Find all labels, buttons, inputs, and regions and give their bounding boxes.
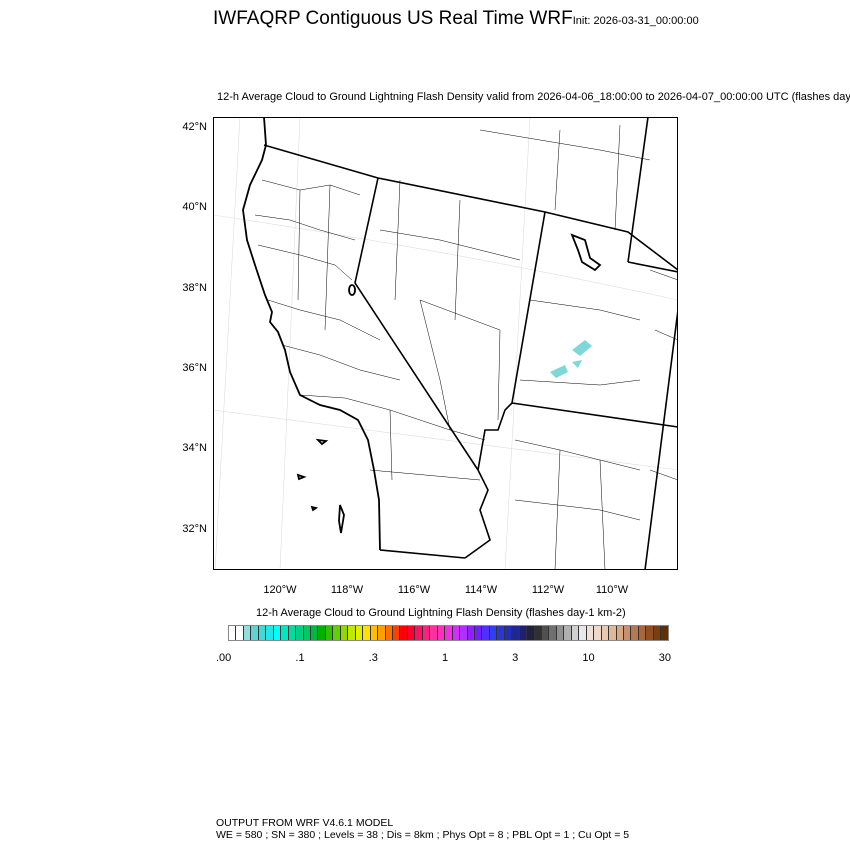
colorbar-swatch (497, 626, 505, 640)
graticule (213, 117, 678, 570)
colorbar-label: .3 (368, 652, 378, 664)
colorbar-label: 30 (658, 652, 671, 664)
colorbar-swatch (609, 626, 617, 640)
colorbar-swatch (258, 626, 267, 640)
footer-config: WE = 580 ; SN = 380 ; Levels = 38 ; Dis … (216, 829, 630, 841)
colorbar-swatch (378, 626, 386, 640)
plot-subtitle: 12-h Average Cloud to Ground Lightning F… (217, 91, 850, 103)
lon-label: 112°W (531, 584, 565, 596)
lat-label: 40°N (182, 201, 207, 213)
colorbar-swatch (236, 626, 244, 640)
colorbar-swatch (542, 626, 550, 640)
init-time: Init: 2026-03-31_00:00:00 (572, 15, 699, 27)
lon-label: 114°W (464, 584, 498, 596)
colorbar-swatch (422, 626, 431, 640)
colorbar-swatch (288, 626, 297, 640)
colorbar-swatch (310, 626, 319, 640)
coastline (242, 117, 602, 551)
colorbar-swatch (601, 626, 610, 640)
title-text: IWFAQRP Contiguous US Real Time WRF (213, 8, 573, 29)
colorbar-swatch (243, 626, 252, 640)
colorbar-swatch (385, 626, 393, 640)
colorbar-swatch (281, 626, 289, 640)
lightning-cell (550, 365, 568, 378)
colorbar-swatch (564, 626, 572, 640)
colorbar-swatch (430, 626, 438, 640)
colorbar-swatch (549, 626, 557, 640)
lat-label: 32°N (182, 523, 207, 535)
colorbar-swatch (296, 626, 304, 640)
lat-label: 36°N (182, 362, 207, 374)
colorbar-swatch (638, 626, 647, 640)
colorbar-label: 1 (441, 652, 449, 664)
colorbar-swatch (415, 626, 423, 640)
colorbar-swatch (460, 626, 468, 640)
lon-label: 120°W (263, 584, 297, 596)
colorbar-swatch (616, 626, 625, 640)
colorbar-swatch (251, 626, 259, 640)
map-plot (213, 117, 678, 570)
colorbar-swatch (482, 626, 490, 640)
colorbar-swatch (348, 626, 356, 640)
colorbar-swatch (437, 626, 446, 640)
colorbar-swatch (452, 626, 461, 640)
colorbar (228, 625, 669, 641)
colorbar-swatch (579, 626, 587, 640)
colorbar-swatch (661, 626, 668, 640)
colorbar-swatch (624, 626, 632, 640)
colorbar-swatch (556, 626, 565, 640)
colorbar-swatch (474, 626, 483, 640)
lightning-cell (572, 360, 582, 368)
colorbar-swatch (646, 626, 654, 640)
colorbar-swatch (392, 626, 401, 640)
colorbar-swatch (273, 626, 282, 640)
lat-label: 42°N (182, 121, 207, 133)
lat-label: 34°N (182, 442, 207, 454)
colorbar-swatch (653, 626, 662, 640)
colorbar-swatch (318, 626, 326, 640)
colorbar-swatch (519, 626, 528, 640)
colorbar-swatch (407, 626, 416, 640)
colorbar-swatch (594, 626, 602, 640)
colorbar-swatch (527, 626, 535, 640)
colorbar-swatch (400, 626, 408, 640)
colorbar-swatch (504, 626, 513, 640)
plot-title: IWFAQRP Contiguous US Real Time WRFInit:… (213, 8, 699, 30)
colorbar-swatch (512, 626, 520, 640)
colorbar-label: .00 (216, 652, 232, 664)
colorbar-swatch (467, 626, 475, 640)
county-borders (254, 124, 678, 570)
colorbar-swatch (445, 626, 453, 640)
colorbar-swatch (229, 626, 237, 640)
footer-model: OUTPUT FROM WRF V4.6.1 MODEL (216, 817, 394, 829)
lightning-cell (572, 340, 592, 356)
colorbar-swatch (534, 626, 543, 640)
colorbar-swatch (325, 626, 334, 640)
colorbar-swatch (571, 626, 580, 640)
colorbar-swatch (370, 626, 379, 640)
colorbar-swatch (363, 626, 371, 640)
lon-label: 116°W (397, 584, 431, 596)
colorbar-swatch (355, 626, 364, 640)
colorbar-swatch (586, 626, 595, 640)
colorbar-swatch (631, 626, 639, 640)
lon-label: 110°W (595, 584, 629, 596)
lightning-flash-density (550, 340, 592, 378)
colorbar-title: 12-h Average Cloud to Ground Lightning F… (256, 607, 626, 619)
colorbar-labels: .00 .1 .3 1 3 10 30 (216, 652, 671, 664)
colorbar-swatch (303, 626, 311, 640)
colorbar-swatch (489, 626, 498, 640)
colorbar-swatch (266, 626, 274, 640)
colorbar-label: 3 (512, 652, 519, 664)
lat-label: 38°N (182, 282, 207, 294)
plot-frame (213, 117, 678, 570)
lon-label: 118°W (330, 584, 364, 596)
colorbar-label: 10 (582, 652, 595, 664)
state-borders (263, 117, 678, 570)
colorbar-label: .1 (295, 652, 305, 664)
colorbar-swatch (340, 626, 349, 640)
colorbar-swatch (333, 626, 341, 640)
